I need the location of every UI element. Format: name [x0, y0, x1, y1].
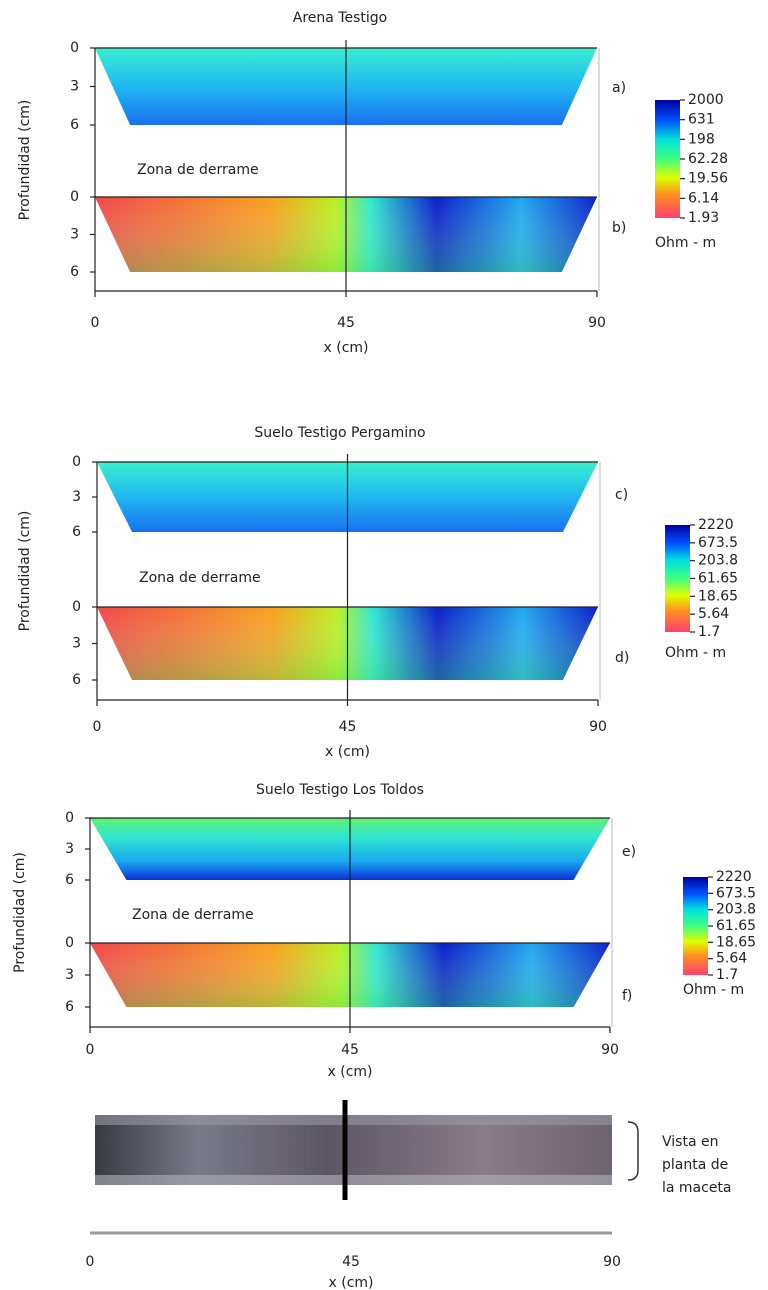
section-label: d) — [615, 650, 629, 666]
colorbar — [683, 877, 708, 975]
pot-photo — [95, 1115, 612, 1185]
bracket — [627, 1121, 639, 1181]
y-tick-label: 0 — [70, 40, 79, 56]
section-label: c) — [615, 487, 628, 503]
y-tick-label: 0 — [65, 935, 74, 951]
colorbar-tick-label: 2220 — [698, 517, 734, 533]
y-tick-label: 6 — [70, 264, 79, 280]
section-label: a) — [612, 80, 626, 96]
photo-caption: Vista en — [662, 1134, 718, 1150]
y-axis-label: Profundidad (cm) — [17, 100, 33, 221]
y-axis-label: Profundidad (cm) — [12, 852, 28, 973]
x-tick-label: 0 — [91, 315, 100, 331]
colorbar-tick-label: 61.65 — [716, 918, 756, 934]
y-tick-label: 6 — [65, 999, 74, 1015]
colorbar-tick-label: 2000 — [688, 92, 724, 108]
colorbar-tick-label: 1.93 — [688, 210, 719, 226]
y-tick-label: 0 — [70, 189, 79, 205]
x-tick-label: 90 — [588, 315, 606, 331]
x-axis-label: x (cm) — [324, 340, 369, 356]
y-tick-label: 6 — [65, 872, 74, 888]
section-label: e) — [622, 844, 636, 860]
colorbar — [665, 525, 690, 632]
colorbar-tick-label: 5.64 — [716, 951, 747, 967]
colorbar-tick-label: 19.56 — [688, 171, 728, 187]
pot-rim — [95, 1175, 612, 1185]
colorbar-tick-label: 631 — [688, 112, 715, 128]
colorbar-tick-label: 673.5 — [698, 535, 738, 551]
x-tick-label: 45 — [339, 719, 357, 735]
colorbar-tick-label: 198 — [688, 131, 715, 147]
colorbar-tick-label: 62.28 — [688, 151, 728, 167]
figure-title: Suelo Testigo Pergamino — [254, 425, 425, 441]
y-tick-label: 3 — [70, 79, 79, 95]
colorbar-unit: Ohm - m — [665, 645, 726, 661]
colorbar-tick-label: 1.7 — [698, 624, 720, 640]
colorbar-tick-label: 673.5 — [716, 885, 756, 901]
colorbar-tick-label: 6.14 — [688, 190, 719, 206]
x-axis-label: x (cm) — [329, 1275, 374, 1290]
figure-title: Suelo Testigo Los Toldos — [256, 782, 424, 798]
y-tick-label: 3 — [65, 841, 74, 857]
y-tick-label: 3 — [65, 967, 74, 983]
y-tick-label: 0 — [65, 810, 74, 826]
section-label: b) — [612, 220, 626, 236]
y-tick-label: 3 — [72, 636, 81, 652]
colorbar-tick-label: 2220 — [716, 869, 752, 885]
x-tick-label: 0 — [93, 719, 102, 735]
y-tick-label: 6 — [70, 117, 79, 133]
x-tick-label: 0 — [86, 1042, 95, 1058]
colorbar-unit: Ohm - m — [683, 982, 744, 998]
x-tick-label: 0 — [86, 1254, 95, 1270]
x-tick-label: 90 — [603, 1254, 621, 1270]
section-label: f) — [622, 988, 632, 1004]
colorbar-tick-label: 5.64 — [698, 606, 729, 622]
pot-rim — [95, 1115, 612, 1125]
figure-title: Arena Testigo — [293, 10, 387, 26]
colorbar — [655, 100, 680, 218]
colorbar-tick-label: 61.65 — [698, 571, 738, 587]
y-tick-label: 0 — [72, 454, 81, 470]
x-axis-label: x (cm) — [328, 1064, 373, 1080]
y-tick-label: 6 — [72, 524, 81, 540]
x-tick-label: 45 — [337, 315, 355, 331]
x-tick-label: 90 — [589, 719, 607, 735]
spill-label: Zona de derrame — [132, 907, 254, 923]
y-axis-label: Profundidad (cm) — [17, 511, 33, 632]
photo-caption: planta de — [662, 1157, 728, 1173]
photo-caption: la maceta — [662, 1180, 732, 1196]
colorbar-tick-label: 1.7 — [716, 967, 738, 983]
x-tick-label: 90 — [601, 1042, 619, 1058]
y-tick-label: 6 — [72, 672, 81, 688]
colorbar-unit: Ohm - m — [655, 235, 716, 251]
colorbar-tick-label: 18.65 — [716, 934, 756, 950]
y-tick-label: 3 — [70, 227, 79, 243]
spill-label: Zona de derrame — [137, 162, 259, 178]
y-tick-label: 0 — [72, 599, 81, 615]
spill-label: Zona de derrame — [139, 570, 261, 586]
x-tick-label: 45 — [342, 1254, 360, 1270]
x-axis-label: x (cm) — [325, 744, 370, 760]
colorbar-tick-label: 203.8 — [716, 902, 756, 918]
colorbar-tick-label: 203.8 — [698, 553, 738, 569]
x-tick-label: 45 — [341, 1042, 359, 1058]
y-tick-label: 3 — [72, 489, 81, 505]
colorbar-tick-label: 18.65 — [698, 588, 738, 604]
